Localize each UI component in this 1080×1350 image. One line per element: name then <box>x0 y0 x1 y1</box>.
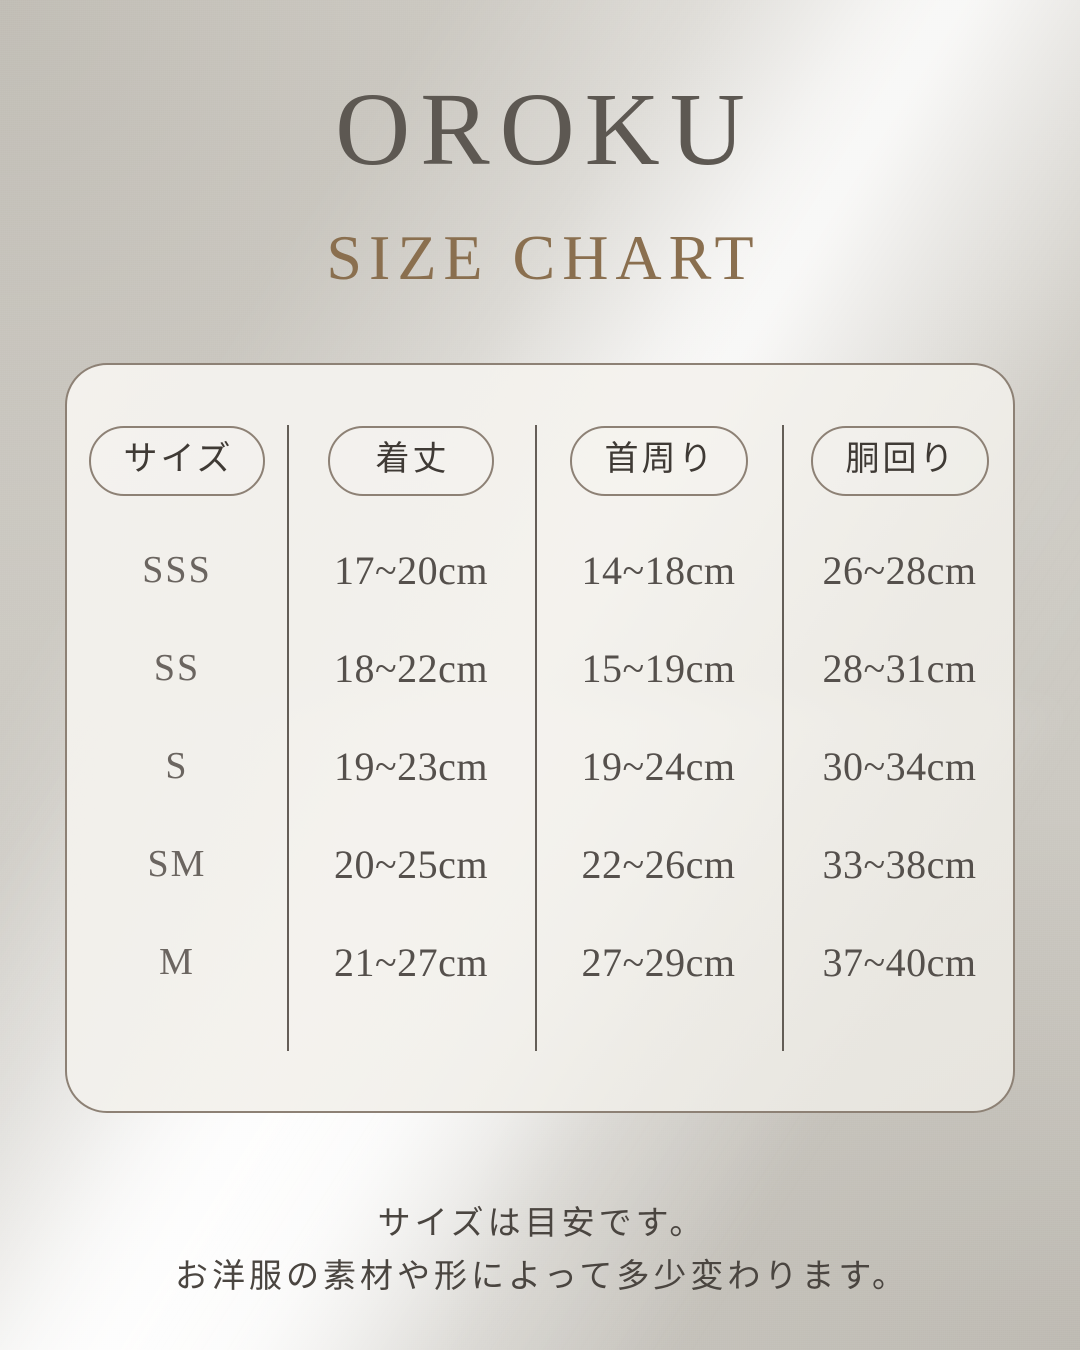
table-row: 14~18cm <box>535 521 782 619</box>
table-row: SS <box>67 619 287 717</box>
table-row: SM <box>67 815 287 913</box>
table-row: SSS <box>67 521 287 619</box>
size-chart-card: サイズ 着丈 首周り 胴回り SSS 17~20cm 14~18cm 26~ <box>65 363 1015 1113</box>
header-pill-neck: 首周り <box>569 426 748 496</box>
neck-value: 14~18cm <box>581 547 736 593</box>
table-row: 15~19cm <box>535 619 782 717</box>
size-value: SM <box>147 843 207 885</box>
size-value: SS <box>153 647 201 689</box>
brand-title: OROKU <box>335 72 755 187</box>
table-row: 18~22cm <box>287 619 535 717</box>
length-value: 17~20cm <box>333 547 488 593</box>
size-value: S <box>165 745 189 787</box>
table-row: 20~25cm <box>287 815 535 913</box>
table-header-cell-chest: 胴回り <box>782 401 1017 521</box>
chest-value: 37~40cm <box>822 939 977 985</box>
table-row: 28~31cm <box>782 619 1017 717</box>
column-divider-2 <box>535 425 537 1051</box>
header-pill-length: 着丈 <box>328 426 494 496</box>
size-value: SSS <box>142 549 212 591</box>
table-row: 26~28cm <box>782 521 1017 619</box>
chest-value: 28~31cm <box>822 645 977 691</box>
table-row: 30~34cm <box>782 717 1017 815</box>
chest-value: 33~38cm <box>822 841 977 887</box>
table-row: 19~24cm <box>535 717 782 815</box>
table-row: S <box>67 717 287 815</box>
neck-value: 19~24cm <box>581 743 736 789</box>
table-header-cell-size: サイズ <box>67 401 287 521</box>
neck-value: 15~19cm <box>581 645 736 691</box>
table-row: 22~26cm <box>535 815 782 913</box>
size-value: M <box>159 941 195 983</box>
table-header-cell-length: 着丈 <box>287 401 535 521</box>
table-row: 27~29cm <box>535 913 782 1011</box>
length-value: 20~25cm <box>333 841 488 887</box>
footer-note: サイズは目安です。 お洋服の素材や形によって多少変わります。 <box>0 1196 1080 1303</box>
table-row: 21~27cm <box>287 913 535 1011</box>
table-row: 33~38cm <box>782 815 1017 913</box>
header-pill-size: サイズ <box>88 426 266 496</box>
footer-note-line-2: お洋服の素材や形によって多少変わります。 <box>174 1256 910 1296</box>
column-divider-3 <box>782 425 784 1051</box>
table-row: 37~40cm <box>782 913 1017 1011</box>
column-divider-1 <box>287 425 289 1051</box>
length-value: 21~27cm <box>333 939 488 985</box>
table-row: 19~23cm <box>287 717 535 815</box>
length-value: 19~23cm <box>333 743 488 789</box>
page-title: SIZE CHART <box>326 222 761 293</box>
table-row: M <box>67 913 287 1011</box>
footer-note-line-1: サイズは目安です。 <box>377 1203 707 1242</box>
table-header-cell-neck: 首周り <box>535 401 782 521</box>
table-row: 17~20cm <box>287 521 535 619</box>
length-value: 18~22cm <box>333 645 488 691</box>
neck-value: 27~29cm <box>581 939 736 985</box>
header-pill-chest: 胴回り <box>810 426 989 496</box>
neck-value: 22~26cm <box>581 841 736 887</box>
chest-value: 30~34cm <box>822 743 977 789</box>
size-table: サイズ 着丈 首周り 胴回り SSS 17~20cm 14~18cm 26~ <box>67 365 1013 1111</box>
chest-value: 26~28cm <box>822 547 977 593</box>
